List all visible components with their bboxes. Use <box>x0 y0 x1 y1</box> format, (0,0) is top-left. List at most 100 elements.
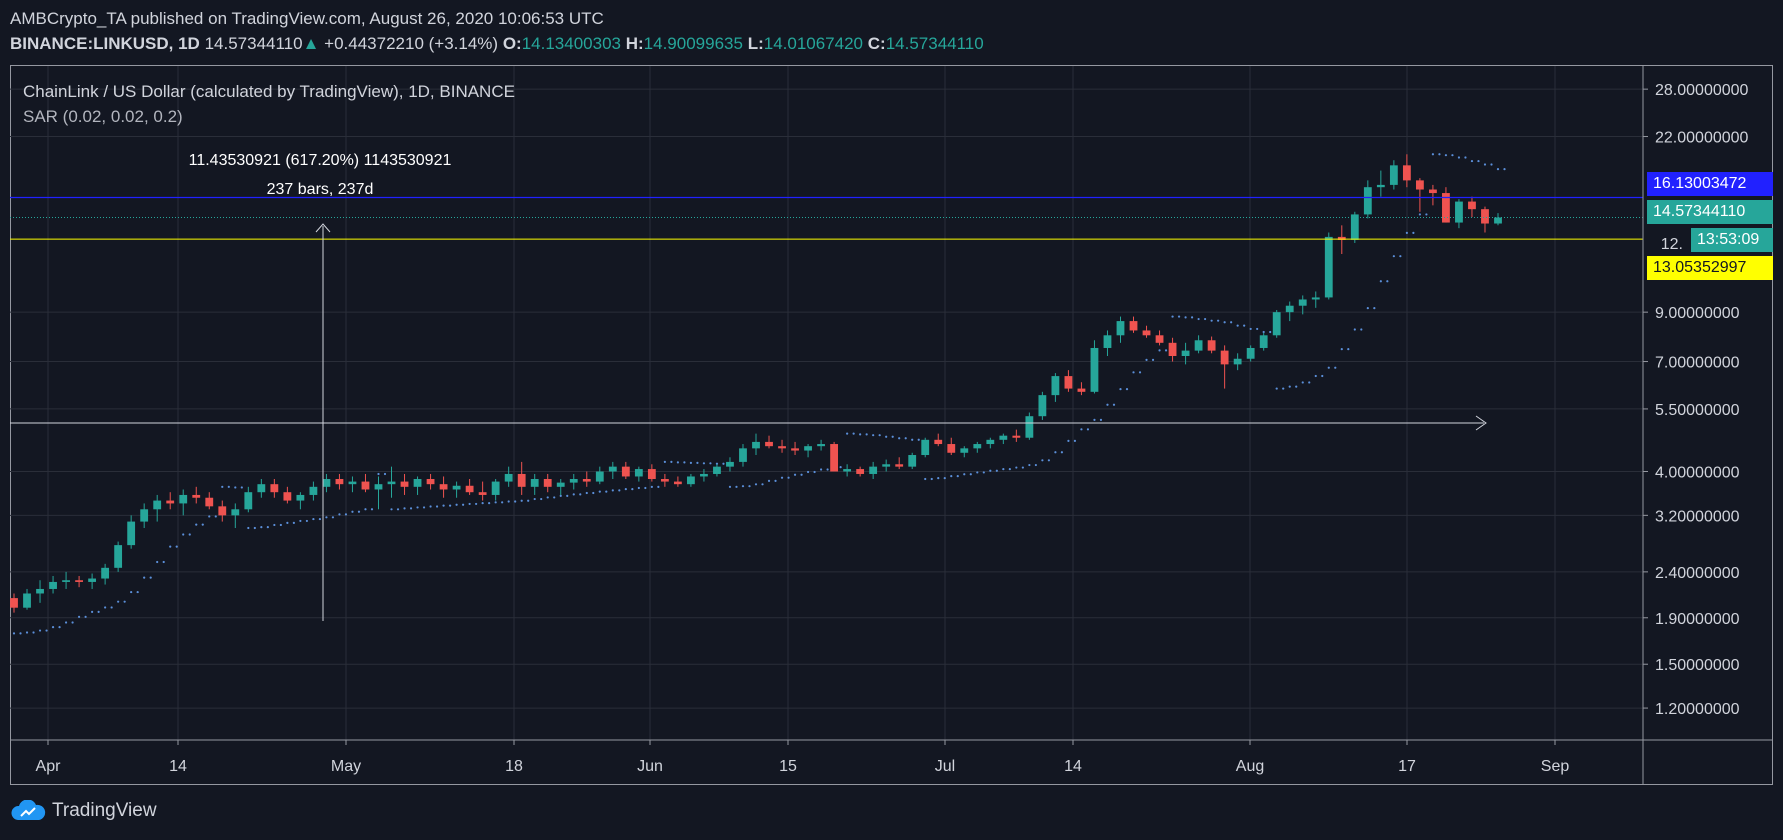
sar-dot <box>1425 213 1428 216</box>
candle <box>504 466 513 487</box>
close-value: 14.57344110 <box>885 34 984 53</box>
sar-dot <box>618 489 621 492</box>
sar-dot <box>644 486 647 490</box>
candle <box>1051 373 1060 402</box>
candle-body <box>218 506 227 516</box>
candle <box>75 576 83 588</box>
sar-dot <box>924 477 927 481</box>
sar-dot <box>435 505 439 508</box>
candle <box>960 446 969 458</box>
candle <box>999 433 1008 445</box>
sar-dot <box>488 502 491 505</box>
candle <box>1233 353 1242 371</box>
sar-dot <box>462 503 465 506</box>
candle <box>1064 370 1073 392</box>
sar-dot <box>45 629 48 632</box>
sar-dot <box>344 513 348 516</box>
sar-dot <box>234 486 237 489</box>
candle <box>1311 291 1320 308</box>
candle <box>1181 342 1190 365</box>
sar-dot <box>514 500 517 503</box>
sar-dot <box>117 600 120 603</box>
candle-body <box>765 441 773 447</box>
candle <box>244 486 253 513</box>
y-tick-label: 28.00000000 <box>1655 82 1749 99</box>
candle <box>218 500 227 522</box>
candle <box>1038 391 1047 420</box>
sar-dot <box>995 469 998 472</box>
candle <box>426 473 435 490</box>
candle <box>257 479 266 498</box>
legend-indicator: SAR (0.02, 0.02, 0.2) <box>23 107 183 126</box>
sar-dot <box>12 632 16 635</box>
sar-dot <box>84 615 87 618</box>
sar-dot <box>1490 163 1493 166</box>
sar-dot <box>32 631 35 634</box>
x-tick-label: Jul <box>935 758 955 775</box>
candle <box>1363 180 1372 219</box>
sar-dot <box>1047 459 1050 462</box>
candle <box>921 437 930 458</box>
sar-dot <box>364 508 367 511</box>
x-tick-label: Aug <box>1236 758 1264 775</box>
yellow-line-price-badge: 13.05352997 <box>1647 256 1773 280</box>
sar-dot <box>292 521 295 524</box>
sar-dot <box>852 432 855 435</box>
sar-dot <box>182 533 185 536</box>
sar-dot <box>846 432 849 435</box>
sar-dot <box>448 504 452 507</box>
candle <box>309 481 318 501</box>
candle <box>387 466 396 498</box>
candle <box>335 473 344 490</box>
candle-body <box>621 466 630 477</box>
candle-body <box>921 439 930 456</box>
sar-dot <box>136 590 139 594</box>
candle-body <box>1246 347 1255 359</box>
candle <box>1442 187 1450 223</box>
tradingview-logo[interactable]: TradingView <box>10 800 157 822</box>
sar-dot <box>19 632 22 635</box>
sar-series <box>12 153 1506 635</box>
candle-body <box>205 497 214 507</box>
candle <box>882 459 891 472</box>
sar-dot <box>963 473 966 476</box>
sar-dot <box>1243 324 1246 327</box>
candle-body <box>1012 435 1021 438</box>
candle <box>908 452 917 470</box>
candle-body <box>830 444 839 472</box>
candle <box>647 464 656 482</box>
sar-dot <box>481 502 484 505</box>
candle-body <box>1194 340 1203 351</box>
sar-dot <box>396 508 400 511</box>
high-value: 14.90099635 <box>643 34 743 53</box>
candle <box>1389 160 1398 190</box>
sar-dot <box>917 438 920 441</box>
candle-body <box>1298 299 1307 306</box>
sar-dot <box>813 470 816 474</box>
candle-body <box>283 492 292 501</box>
sar-dot <box>826 468 829 471</box>
sar-dot <box>266 526 269 529</box>
sar-dot <box>1464 156 1467 159</box>
candle-body <box>673 481 682 485</box>
high-label: H: <box>625 34 644 53</box>
chart-header: AMBCrypto_TA published on TradingView.co… <box>10 6 984 56</box>
sar-dot <box>780 476 784 479</box>
candle-body <box>1064 376 1073 389</box>
sar-dot <box>950 475 953 478</box>
candle <box>543 473 552 493</box>
candle <box>1481 206 1489 233</box>
candle <box>452 481 461 498</box>
candle <box>1324 232 1333 300</box>
sar-dot <box>377 472 380 476</box>
last-price: 14.57344110 <box>204 34 303 53</box>
candle <box>36 580 44 603</box>
sar-dot <box>429 505 432 508</box>
candle <box>582 471 591 487</box>
candle-body <box>1494 217 1502 224</box>
candle-body <box>986 439 995 445</box>
sar-dot <box>670 460 673 464</box>
sar-dot <box>553 496 556 499</box>
sar-dot <box>1295 385 1298 388</box>
